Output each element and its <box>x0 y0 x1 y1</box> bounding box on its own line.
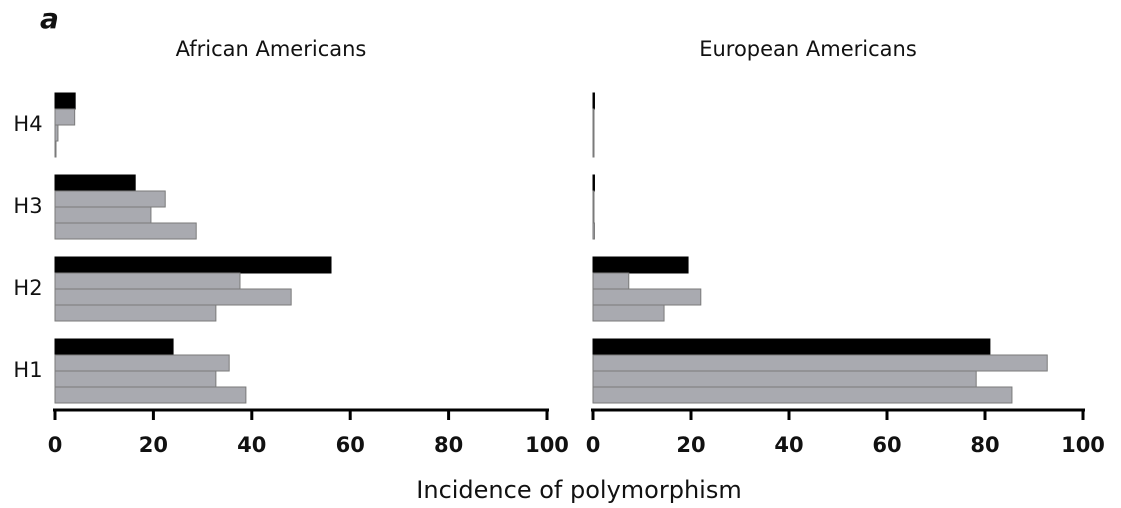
x-tick-label: 100 <box>525 433 569 457</box>
bar <box>54 304 217 322</box>
bar <box>54 288 292 306</box>
bar <box>54 124 59 142</box>
x-axis-label: Incidence of polymorphism <box>416 476 741 504</box>
bar <box>592 140 595 158</box>
bar <box>54 338 174 356</box>
bar <box>592 370 977 388</box>
bar <box>54 190 166 208</box>
bar <box>54 206 152 224</box>
bar <box>54 370 217 388</box>
bar <box>592 386 1013 404</box>
x-tick-label: 0 <box>586 433 601 457</box>
bar <box>54 108 76 126</box>
bar <box>592 272 630 290</box>
x-tick-label: 60 <box>872 433 901 457</box>
bar <box>592 206 595 224</box>
bar <box>592 338 991 356</box>
x-tick-label: 20 <box>676 433 705 457</box>
bar <box>592 108 595 126</box>
panel-label: a <box>40 2 59 35</box>
bar <box>54 92 76 110</box>
category-label: H1 <box>13 358 42 382</box>
bar <box>54 386 247 404</box>
bar <box>592 174 595 192</box>
category-label: H4 <box>13 112 42 136</box>
bar <box>592 354 1048 372</box>
x-tick-label: 80 <box>434 433 463 457</box>
bar <box>592 124 595 142</box>
x-tick-label: 100 <box>1061 433 1105 457</box>
panel-title: African Americans <box>176 37 367 61</box>
x-tick-label: 80 <box>970 433 999 457</box>
bar <box>54 256 332 274</box>
x-tick-label: 40 <box>237 433 266 457</box>
bar <box>592 92 595 110</box>
category-label: H3 <box>13 194 42 218</box>
panel-title: European Americans <box>699 37 917 61</box>
category-label: H2 <box>13 276 42 300</box>
bar <box>592 304 665 322</box>
bar <box>54 140 57 158</box>
bar <box>592 222 595 240</box>
x-tick-label: 40 <box>774 433 803 457</box>
bar <box>592 256 689 274</box>
bar <box>54 272 241 290</box>
bar <box>54 354 230 372</box>
bar <box>592 190 595 208</box>
x-tick-label: 20 <box>139 433 168 457</box>
x-tick-label: 0 <box>48 433 63 457</box>
bar <box>54 174 136 192</box>
x-tick-label: 60 <box>336 433 365 457</box>
bar <box>54 222 197 240</box>
bar <box>592 288 702 306</box>
